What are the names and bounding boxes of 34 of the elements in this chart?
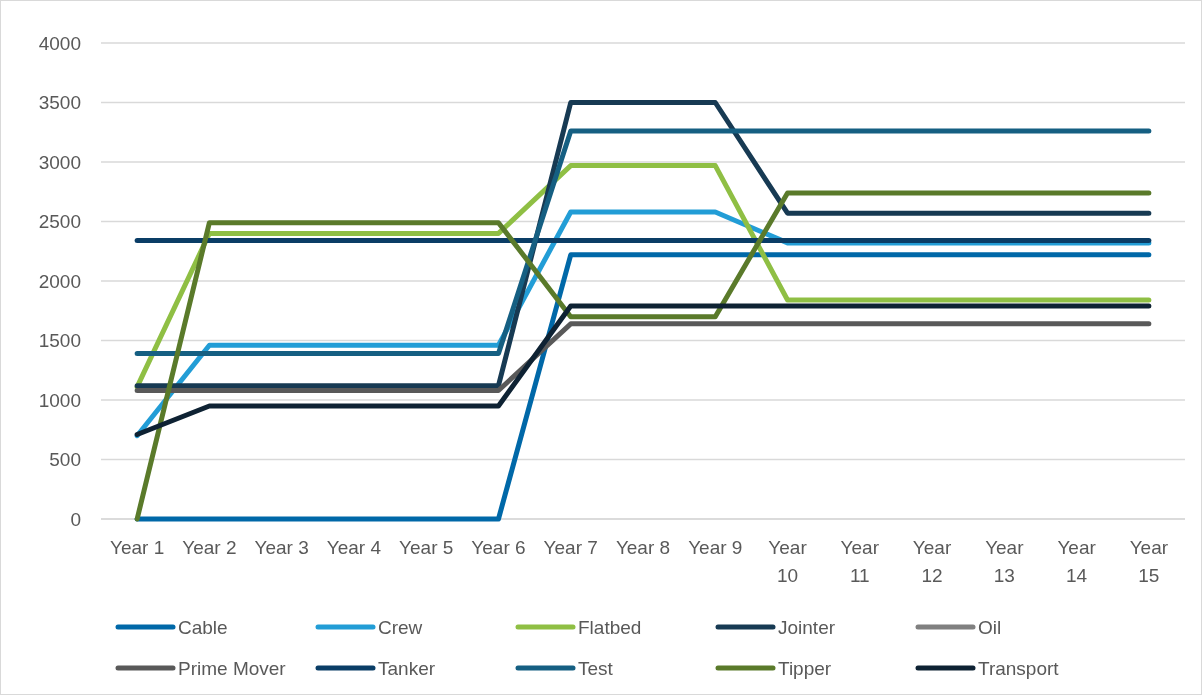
x-tick-label: Year 14 [1057, 537, 1097, 586]
legend-label: Prime Mover [178, 657, 287, 679]
y-tick-label: 3500 [38, 92, 81, 114]
legend-label: Tanker [378, 657, 436, 679]
legend-label: Test [578, 657, 614, 679]
legend-label: Transport [978, 657, 1060, 679]
x-tick-label: Year 12 [912, 537, 952, 586]
legend-label: Jointer [778, 616, 836, 638]
x-tick-label: Year 2 [182, 537, 237, 558]
x-tick-label: Year 6 [471, 537, 526, 558]
y-tick-label: 1500 [38, 330, 81, 352]
x-tick-label: Year 11 [840, 537, 880, 586]
legend-label: Flatbed [578, 616, 642, 638]
x-tick-label: Year 5 [399, 537, 454, 558]
x-tick-label: Year 9 [688, 537, 743, 558]
x-tick-label: Year 13 [985, 537, 1025, 586]
x-tick-label: Year 4 [326, 537, 382, 558]
legend-label: Tipper [778, 657, 832, 679]
y-tick-label: 500 [49, 449, 81, 471]
y-tick-label: 0 [70, 508, 81, 530]
legend-label: Cable [178, 616, 228, 638]
x-tick-label: Year 1 [110, 537, 165, 558]
y-tick-label: 3000 [38, 151, 81, 173]
x-tick-label: Year 7 [543, 537, 598, 558]
x-tick-label: Year 3 [254, 537, 309, 558]
legend-label: Oil [978, 616, 1002, 638]
x-tick-label: Year 8 [615, 537, 671, 558]
x-tick-label: Year 15 [1129, 537, 1169, 586]
y-tick-label: 2000 [38, 270, 81, 292]
legend-label: Crew [378, 616, 423, 638]
y-tick-label: 2500 [38, 211, 81, 233]
y-tick-label: 4000 [38, 32, 81, 54]
y-tick-label: 1000 [38, 389, 81, 411]
x-tick-label: Year 10 [768, 537, 808, 586]
